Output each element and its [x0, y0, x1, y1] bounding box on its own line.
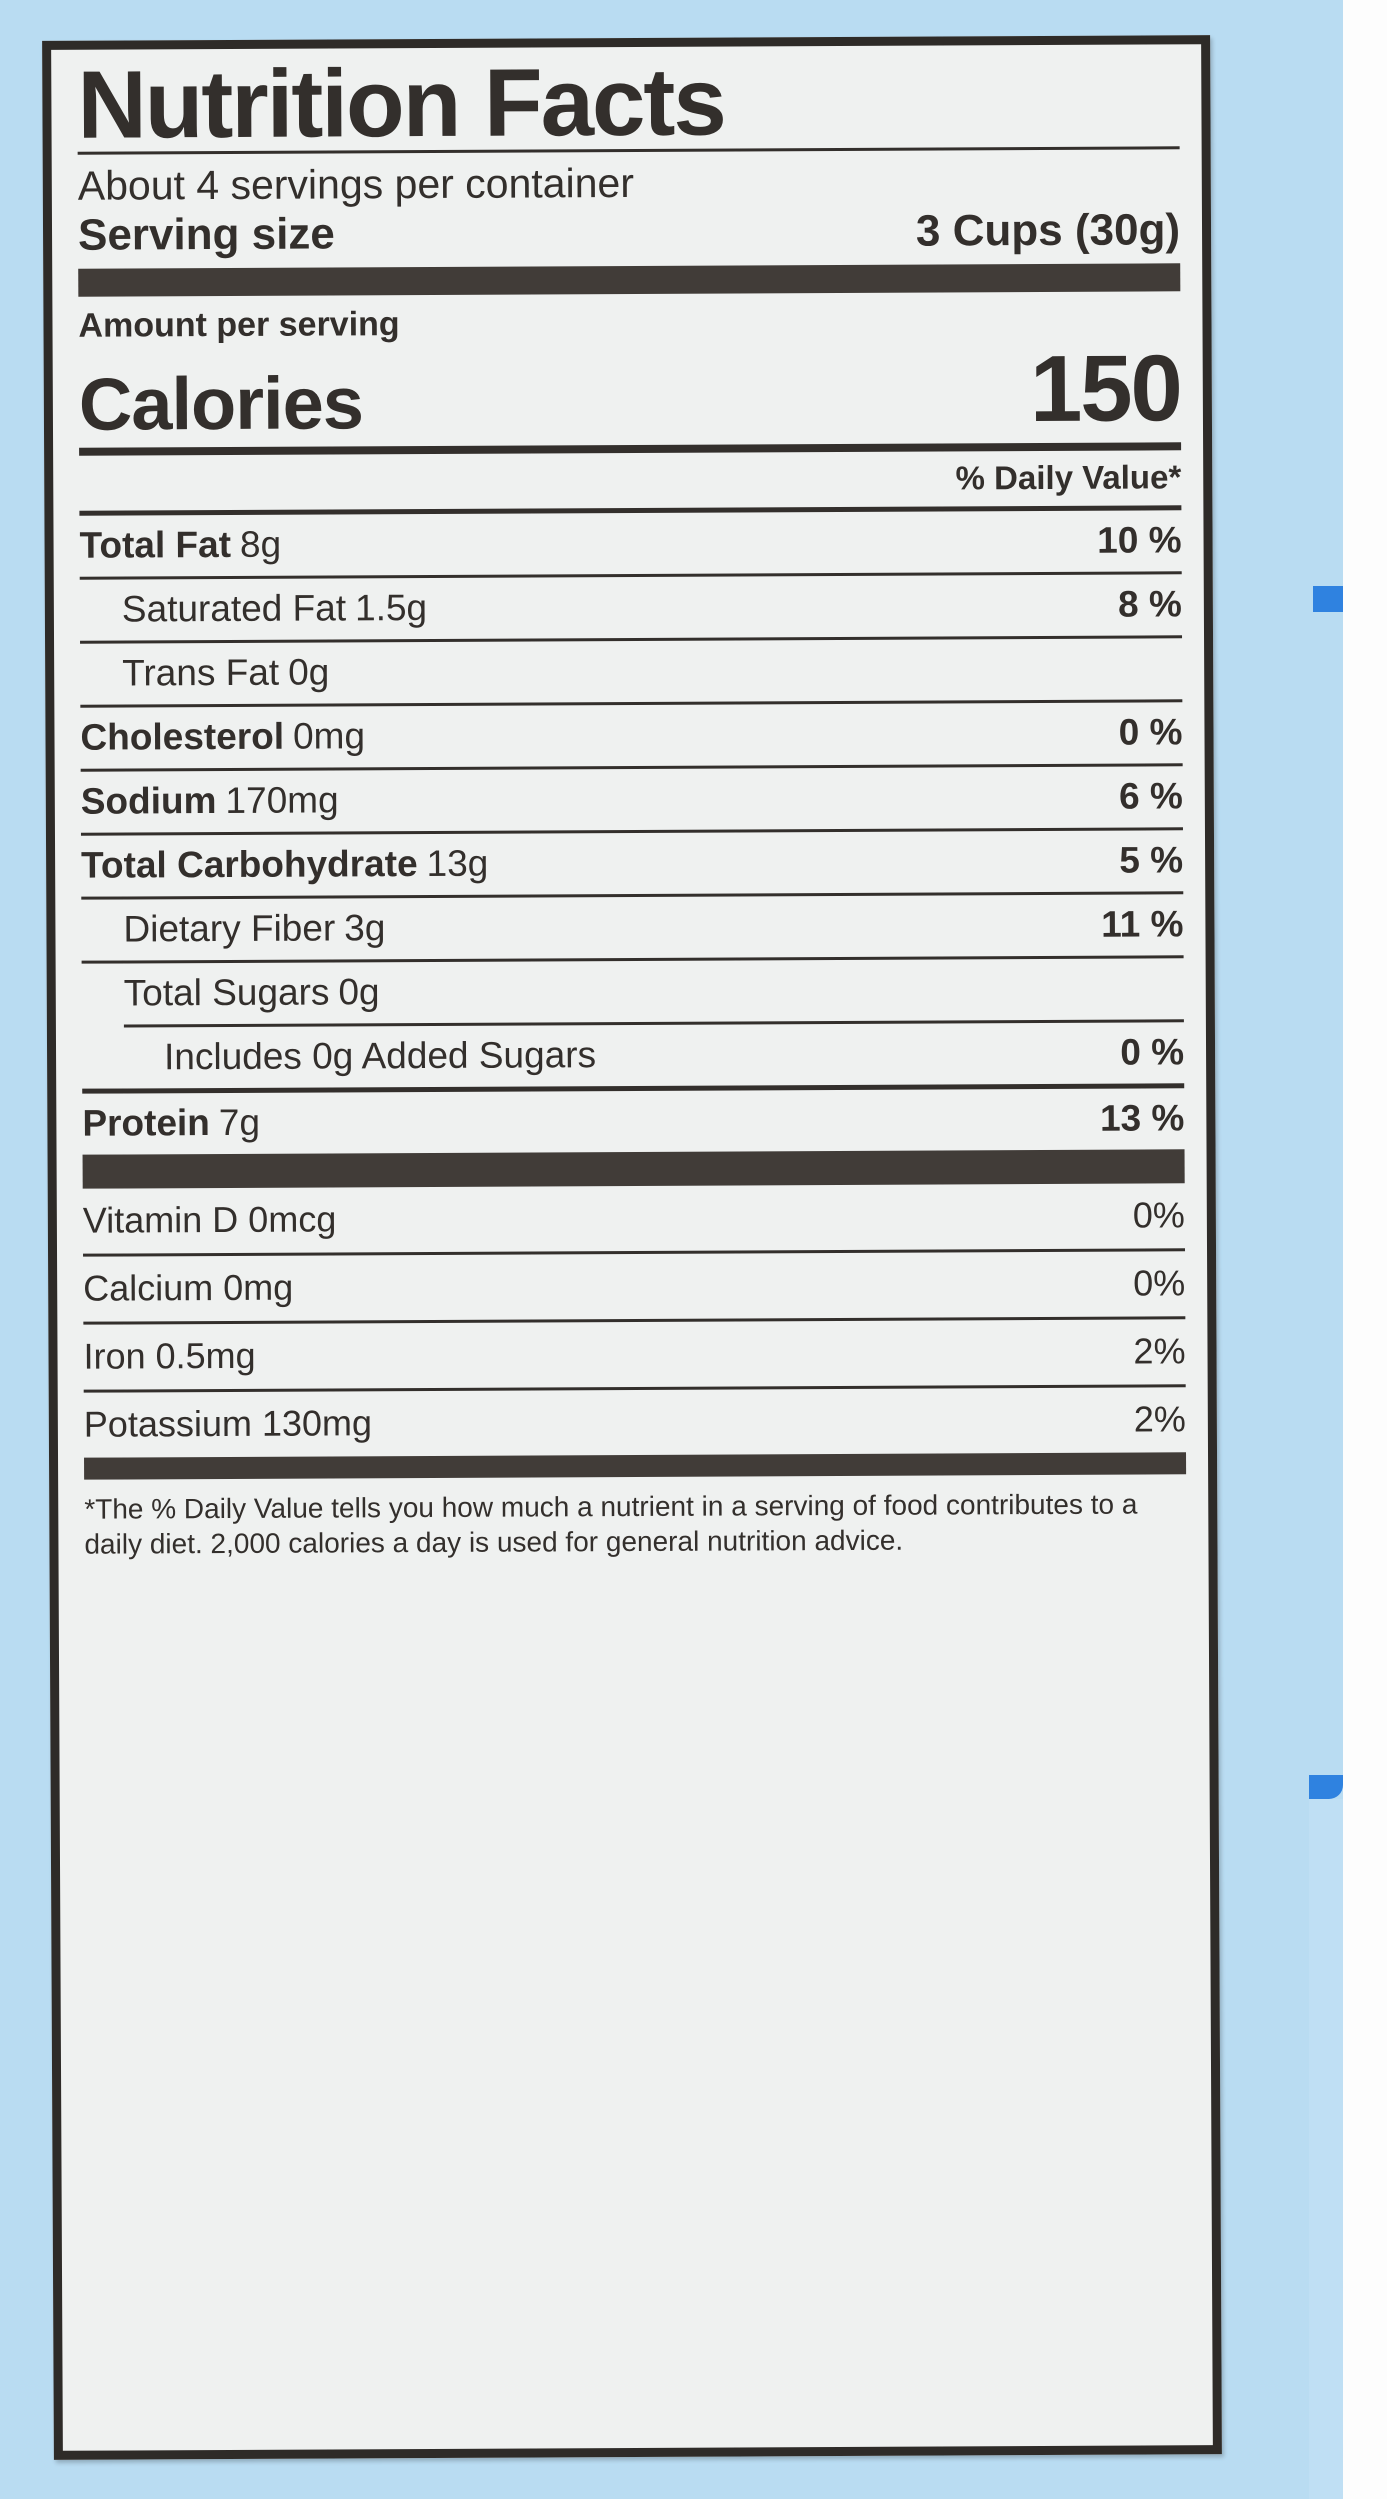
nutrient-name: Cholesterol — [80, 715, 285, 758]
nutrient-dv: 6 % — [1118, 775, 1183, 817]
nutrient-amount: 1.5g — [354, 587, 428, 629]
package-accent-stripe-bottom — [1309, 1775, 1343, 1799]
nutrient-name: Dietary Fiber — [123, 907, 336, 950]
daily-value-footnote: *The % Daily Value tells you how much a … — [84, 1488, 1138, 1560]
nutrient-row-cholesterol: Cholesterol 0mg 0 % — [80, 702, 1182, 768]
nutrient-name: Total Fat — [79, 523, 232, 566]
nutrient-row-saturated-fat: Saturated Fat 1.5g 8 % — [80, 574, 1182, 640]
nutrient-amount: 8g — [239, 523, 282, 565]
vitamin-dv: 0% — [1133, 1262, 1186, 1304]
vitamin-row-vitamin-d: Vitamin D 0mcg 0% — [83, 1183, 1185, 1253]
nutrient-name: Trans Fat — [122, 651, 280, 694]
nutrient-amount: 170mg — [225, 779, 339, 822]
nutrient-amount: 7g — [218, 1101, 261, 1144]
nutrient-dv: 0 % — [1118, 711, 1183, 753]
nutrient-row-trans-fat: Trans Fat 0g — [80, 638, 1182, 704]
amount-per-serving-label: Amount per serving — [78, 305, 400, 345]
serving-size-row: Serving size 3 Cups (30g) — [78, 205, 1180, 268]
divider-thick-vitamins — [82, 1149, 1185, 1189]
calories-label: Calories — [78, 360, 364, 446]
vitamin-dv: 0% — [1132, 1194, 1185, 1236]
serving-size-label: Serving size — [77, 209, 335, 260]
nutrient-amount: 0g — [338, 971, 380, 1013]
vitamin-name: Calcium 0mg — [83, 1266, 294, 1309]
daily-value-header: % Daily Value* — [955, 458, 1182, 497]
nutrient-dv: 0 % — [1120, 1031, 1185, 1073]
label-title: Nutrition Facts — [77, 48, 726, 159]
vitamin-row-potassium: Potassium 130mg 2% — [84, 1387, 1186, 1457]
nutrient-name: Total Sugars — [123, 971, 330, 1014]
nutrient-row-total-fat: Total Fat 8g 10 % — [79, 510, 1181, 576]
vitamin-row-calcium: Calcium 0mg 0% — [83, 1251, 1185, 1321]
nutrient-row-protein: Protein 7g 13 % — [82, 1088, 1184, 1154]
nutrition-facts-label: Nutrition Facts About 4 servings per con… — [42, 35, 1222, 2460]
nutrient-dv: 10 % — [1097, 519, 1182, 561]
nutrient-name: Sodium — [80, 780, 217, 822]
nutrient-name: Saturated Fat — [121, 587, 347, 630]
nutrient-row-total-carbohydrate: Total Carbohydrate 13g 5 % — [81, 830, 1183, 896]
nutrient-amount: 0g — [288, 651, 330, 693]
package-lower-field — [1309, 1799, 1343, 2499]
vitamin-name: Iron 0.5mg — [83, 1334, 256, 1377]
vitamin-name: Potassium 130mg — [83, 1402, 373, 1445]
nutrient-row-dietary-fiber: Dietary Fiber 3g 11 % — [81, 894, 1183, 960]
photo-background-right — [1343, 0, 1387, 2499]
package-accent-stripe-top — [1313, 586, 1343, 612]
nutrient-row-sodium: Sodium 170mg 6 % — [81, 766, 1183, 832]
nutrient-amount: 3g — [344, 907, 386, 949]
nutrient-dv: 5 % — [1119, 839, 1184, 881]
nutrient-dv: 8 % — [1117, 583, 1182, 625]
calories-value: 150 — [1029, 335, 1182, 442]
nutrient-amount: 13g — [426, 842, 489, 885]
vitamin-dv: 2% — [1133, 1398, 1186, 1440]
vitamin-row-iron: Iron 0.5mg 2% — [83, 1319, 1185, 1389]
vitamin-name: Vitamin D 0mcg — [82, 1198, 337, 1241]
vitamin-dv: 2% — [1133, 1330, 1186, 1372]
nutrient-name: Includes 0g Added Sugars — [163, 1034, 597, 1078]
serving-size-value: 3 Cups (30g) — [915, 205, 1181, 256]
nutrient-name: Total Carbohydrate — [81, 843, 418, 886]
nutrient-row-added-sugars: Includes 0g Added Sugars 0 % — [82, 1022, 1184, 1088]
servings-per-container: About 4 servings per container — [77, 160, 635, 209]
nutrient-dv: 13 % — [1099, 1097, 1185, 1139]
nutrient-amount: 0mg — [292, 715, 366, 757]
calories-row: Calories 150 — [78, 335, 1182, 447]
nutrient-dv: 11 % — [1101, 903, 1184, 945]
nutrient-name: Protein — [82, 1102, 210, 1144]
nutrient-row-total-sugars: Total Sugars 0g — [82, 958, 1184, 1024]
